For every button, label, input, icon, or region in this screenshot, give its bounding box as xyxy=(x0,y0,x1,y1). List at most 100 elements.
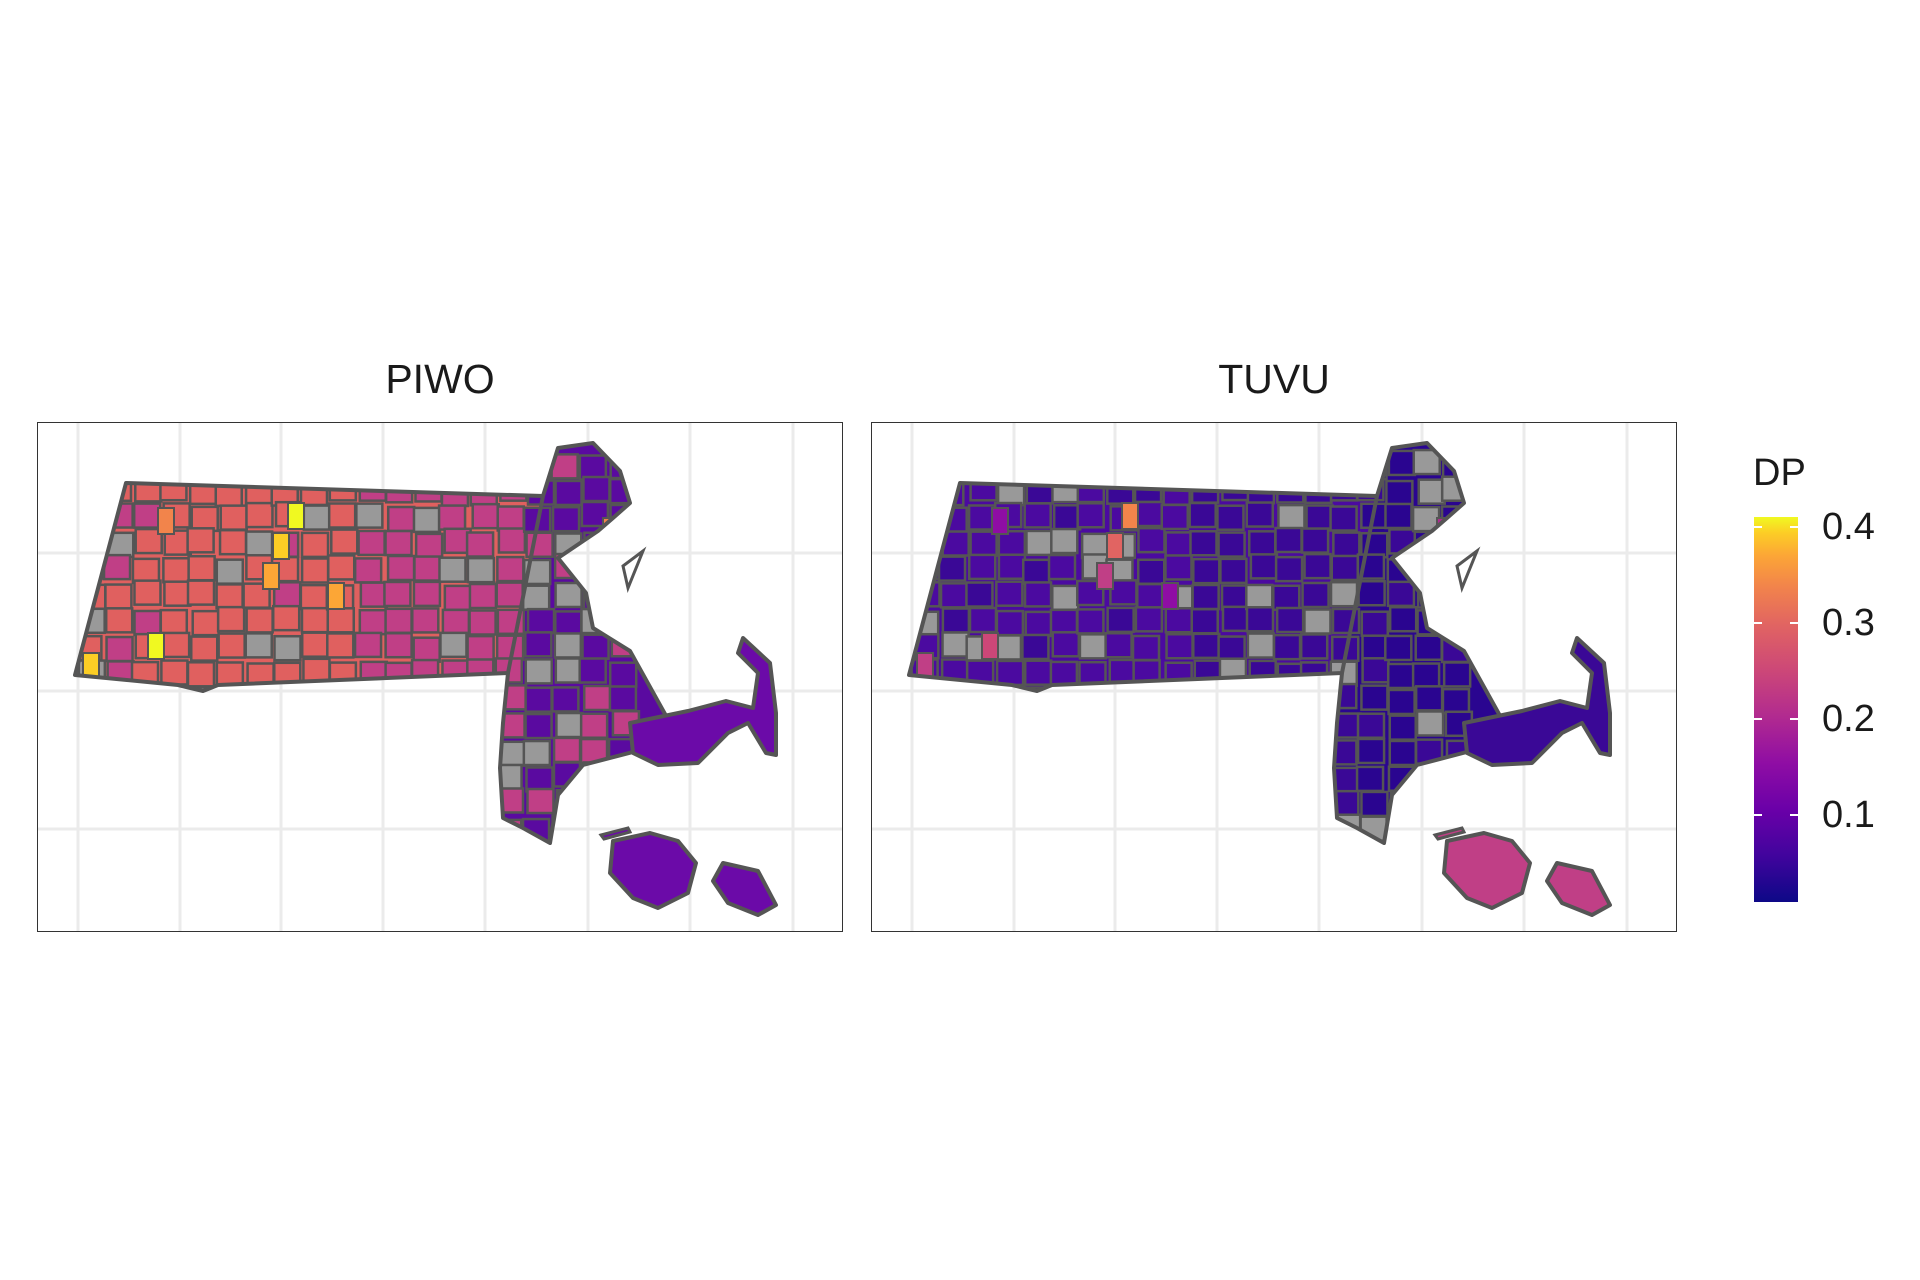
municipality xyxy=(1052,504,1082,531)
municipality xyxy=(1356,712,1386,739)
municipality xyxy=(997,708,1027,736)
municipality xyxy=(386,712,416,740)
municipality xyxy=(937,739,967,766)
municipality xyxy=(526,787,555,815)
municipality xyxy=(1105,710,1135,738)
municipality xyxy=(299,583,329,611)
municipality xyxy=(1135,812,1165,840)
municipality xyxy=(382,737,411,765)
municipality xyxy=(1162,451,1192,479)
panel-title-tuvu: TUVU xyxy=(1218,356,1330,402)
municipality xyxy=(103,684,132,711)
municipality xyxy=(1051,476,1080,504)
municipality xyxy=(384,661,413,689)
municipality xyxy=(1080,713,1110,741)
municipality xyxy=(357,788,387,816)
municipality xyxy=(104,736,133,764)
municipality xyxy=(1272,584,1301,612)
municipality xyxy=(1019,789,1049,817)
municipality xyxy=(357,763,386,790)
municipality-highlight xyxy=(157,507,175,535)
municipality xyxy=(1299,633,1329,660)
municipality xyxy=(1164,531,1193,558)
municipality xyxy=(326,632,355,659)
municipality xyxy=(439,631,468,659)
municipality xyxy=(1051,791,1081,818)
municipality xyxy=(1332,531,1361,558)
elizabeth-islands xyxy=(598,826,633,841)
municipality xyxy=(244,530,274,557)
municipality xyxy=(1329,682,1358,710)
municipality xyxy=(386,505,416,533)
municipality xyxy=(1245,501,1275,528)
municipality xyxy=(1021,558,1051,586)
municipality xyxy=(383,453,412,481)
municipality xyxy=(1137,766,1167,794)
municipality xyxy=(1192,632,1221,660)
legend-title: DP xyxy=(1753,452,1806,494)
municipality xyxy=(102,787,132,814)
municipality xyxy=(217,632,246,659)
municipality xyxy=(554,657,584,684)
municipality xyxy=(1191,583,1220,611)
municipality xyxy=(1134,606,1164,633)
municipality xyxy=(301,452,331,480)
municipality xyxy=(158,812,188,840)
municipality xyxy=(1248,449,1278,477)
municipality xyxy=(969,714,998,741)
municipality xyxy=(300,557,330,584)
municipality xyxy=(270,814,299,841)
municipality xyxy=(1192,557,1221,585)
municipality xyxy=(1300,527,1330,554)
municipality xyxy=(1107,740,1136,767)
municipality xyxy=(1414,634,1443,661)
municipality xyxy=(1188,788,1218,815)
municipality xyxy=(1357,579,1386,607)
legend-tick-label: 0.1 xyxy=(1822,794,1875,837)
municipality xyxy=(439,713,468,741)
municipality xyxy=(995,659,1025,687)
municipality xyxy=(582,684,612,712)
municipality xyxy=(1104,631,1133,659)
municipality xyxy=(969,790,998,817)
municipality xyxy=(911,506,941,534)
municipality xyxy=(105,635,134,663)
municipality xyxy=(941,631,970,658)
municipality xyxy=(1189,530,1218,557)
municipality xyxy=(242,761,271,789)
municipality xyxy=(554,479,583,507)
municipality xyxy=(1162,479,1191,506)
municipality xyxy=(1076,476,1106,504)
municipality xyxy=(1417,478,1446,505)
municipality xyxy=(219,504,248,531)
municipality xyxy=(466,658,495,685)
municipality xyxy=(1301,581,1330,609)
state-outline xyxy=(73,441,672,845)
municipality xyxy=(131,557,161,585)
municipality xyxy=(1050,527,1079,555)
municipality xyxy=(1221,474,1250,502)
municipality xyxy=(1275,606,1305,634)
municipality xyxy=(134,476,163,503)
municipality xyxy=(969,475,998,502)
municipality xyxy=(414,476,443,503)
municipality xyxy=(1276,449,1306,477)
municipality xyxy=(439,787,468,814)
municipality xyxy=(1329,505,1358,532)
municipality xyxy=(158,739,188,766)
map-tuvu xyxy=(872,423,1676,931)
municipality xyxy=(244,479,274,507)
municipality xyxy=(1388,739,1418,767)
municipality xyxy=(384,529,413,557)
municipality xyxy=(1217,765,1247,793)
municipality xyxy=(440,818,470,843)
municipality xyxy=(356,449,386,477)
municipality xyxy=(967,553,997,581)
municipality xyxy=(467,814,496,841)
municipality xyxy=(1386,580,1416,608)
municipality xyxy=(1303,608,1332,635)
municipality xyxy=(160,790,189,818)
municipality xyxy=(245,501,274,529)
municipality xyxy=(437,504,467,531)
municipality xyxy=(606,762,635,790)
